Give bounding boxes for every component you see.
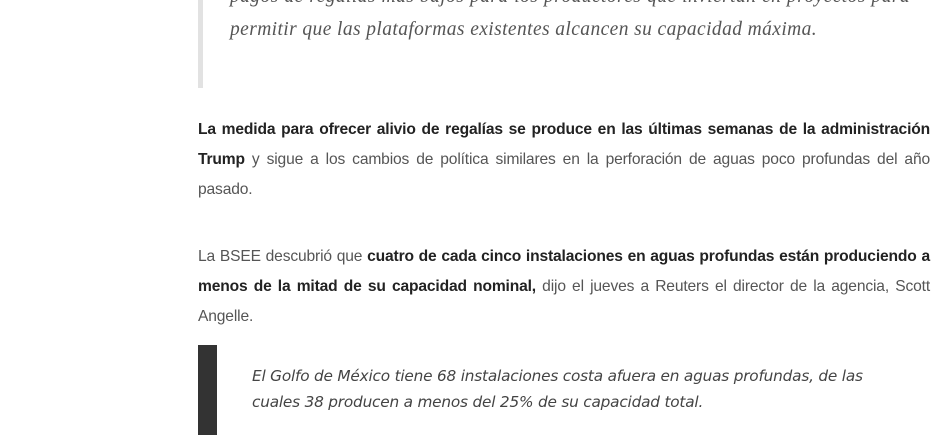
text: y sigue a los cambios de política simila… [198, 151, 930, 198]
paragraph: La BSEE descubrió que cuatro de cada cin… [198, 242, 930, 332]
blockquote: El Golfo de México tiene 68 instalacione… [198, 345, 908, 435]
text: La BSEE descubrió que [198, 248, 368, 265]
quote-text: El Golfo de México tiene 68 instalacione… [252, 367, 863, 411]
quote-text: pagos de regalías más bajos para los pro… [230, 0, 910, 40]
bold-text: La medida para ofrecer alivio de regalía… [198, 121, 930, 168]
text: dijo el jueves a Reuters el director de … [198, 278, 930, 325]
blockquote: pagos de regalías más bajos para los pro… [198, 0, 910, 88]
paragraph: La medida para ofrecer alivio de regalía… [198, 115, 930, 205]
bold-text: cuatro de cada cinco instalaciones en ag… [198, 248, 930, 295]
